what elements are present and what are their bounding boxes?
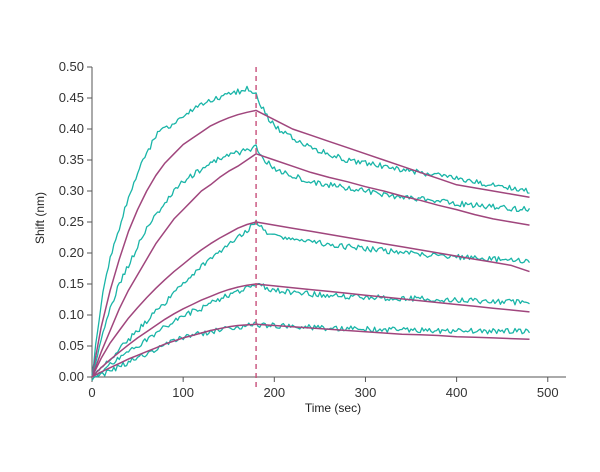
measured-trace-3 [91,219,531,376]
ticks: 0.00 0.05 0.10 0.15 0.20 0.25 0.30 0.35 0.40 0.45… [59,59,559,400]
x-tick-label: 400 [446,385,468,400]
measured-trace-5 [91,321,531,381]
y-axis-title: Shift (nm) [33,192,47,244]
y-tick-label: 0.10 [59,307,84,322]
x-tick-label: 100 [172,385,194,400]
x-axis-title: Time (sec) [305,401,361,415]
y-axis-title-group: Shift (nm) [33,192,47,244]
x-tick-label: 0 [88,385,95,400]
plot-lines [91,85,531,381]
x-tick-label: 200 [263,385,285,400]
x-tick-label: 300 [355,385,377,400]
y-tick-label: 0.25 [59,214,84,229]
y-tick-label: 0.20 [59,245,84,260]
y-tick-label: 0.40 [59,121,84,136]
y-tick-label: 0.50 [59,59,84,74]
fit-curve-3 [91,221,530,378]
y-tick-label: 0.05 [59,338,84,353]
y-tick-label: 0.35 [59,152,84,167]
y-tick-label: 0.45 [59,90,84,105]
y-tick-label: 0.00 [59,369,84,384]
fit-curve-4 [91,283,530,378]
x-tick-label: 500 [537,385,559,400]
y-tick-label: 0.15 [59,276,84,291]
measured-trace-1 [91,85,530,375]
fit-curve-2 [91,153,530,378]
y-tick-label: 0.30 [59,183,84,198]
fit-curve-1 [91,109,530,378]
fit-curve-5 [91,323,530,378]
measured-trace-2 [91,144,531,376]
measured-trace-4 [91,282,530,378]
